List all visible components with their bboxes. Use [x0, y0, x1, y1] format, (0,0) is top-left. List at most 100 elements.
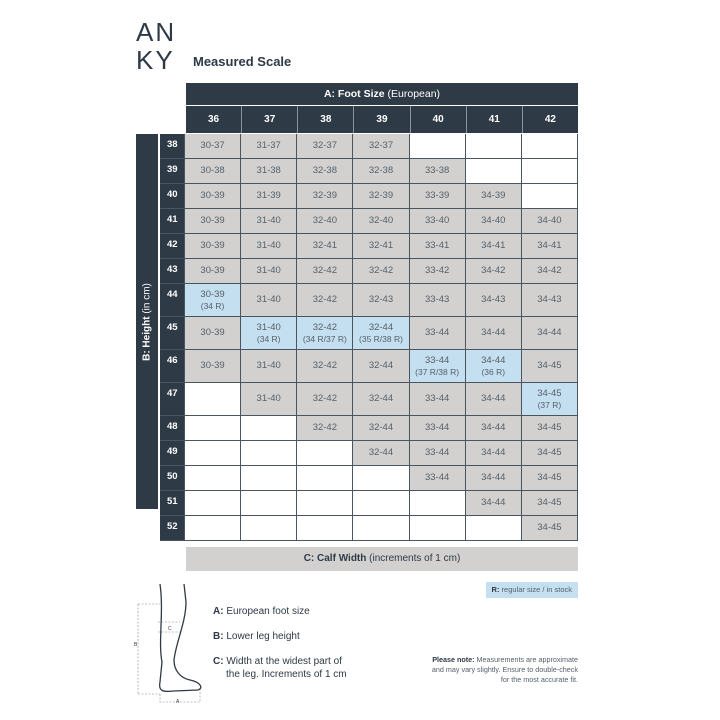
- height-header-rest: (in cm): [141, 282, 153, 316]
- cell-value: 30-39: [200, 190, 225, 201]
- page-title: Measured Scale: [193, 54, 292, 69]
- row-label: 40: [160, 184, 185, 208]
- size-cell: 32-44 (35 R/38 R): [353, 317, 410, 349]
- table-row: 51 34-44 34-45: [160, 491, 578, 516]
- size-cell: [241, 466, 298, 490]
- size-cell: 34-42: [465, 259, 522, 283]
- size-cell: 33-43: [409, 284, 466, 316]
- cell-value: 32-37: [368, 140, 394, 151]
- size-cell: 31-40: [241, 383, 298, 415]
- size-cell: 34-45: [521, 441, 578, 465]
- size-cell: 34-44 (36 R): [465, 350, 522, 382]
- cell-value: 34-44: [481, 327, 506, 338]
- cell-value: 31-40: [256, 321, 281, 333]
- row-label: 48: [160, 416, 185, 440]
- table-row: 43 30-39 31-40 32-42 32-42 33-42 34-42 34-42: [160, 259, 578, 284]
- row-label: 51: [160, 491, 185, 515]
- row-label: 47: [160, 383, 185, 415]
- size-cell: 32-39: [297, 184, 354, 208]
- size-cell: [465, 516, 522, 540]
- cell-value: 34-45: [537, 472, 562, 483]
- size-cell: 34-44: [465, 441, 522, 465]
- size-cell: 34-40: [521, 209, 578, 233]
- cell-value: 34-43: [481, 294, 506, 305]
- size-cell: 31-40: [241, 209, 298, 233]
- size-cell: 33-44: [409, 317, 466, 349]
- size-cell: 30-39: [185, 184, 242, 208]
- size-cell: [185, 441, 242, 465]
- size-cell: 34-41: [465, 234, 522, 258]
- cell-value: 34-42: [537, 265, 562, 276]
- column-header: 41: [465, 106, 522, 133]
- cell-value: 32-44: [368, 447, 394, 458]
- cell-value: 33-39: [424, 190, 450, 201]
- legend-a-text: European foot size: [223, 606, 310, 617]
- logo-line-2: KY: [136, 45, 175, 75]
- size-cell: 32-41: [297, 234, 354, 258]
- row-label: 38: [160, 134, 185, 158]
- size-cell: [241, 516, 298, 540]
- size-cell: 31-40 (34 R): [241, 317, 298, 349]
- leg-diagram: A B C: [134, 583, 202, 704]
- cell-value: 34-43: [537, 294, 562, 305]
- size-cell: 32-38: [297, 159, 354, 183]
- size-cell: 34-39: [465, 184, 522, 208]
- cell-value: 33-42: [424, 265, 450, 276]
- cell-value: 33-41: [424, 240, 450, 251]
- cell-value: 31-39: [256, 190, 281, 201]
- anky-logo: AN KY: [136, 18, 176, 74]
- cell-value: 34-44: [481, 447, 506, 458]
- cell-value: 32-41: [368, 240, 394, 251]
- size-cell: 33-44: [409, 466, 466, 490]
- cell-value: 32-39: [312, 190, 337, 201]
- cell-value: 32-40: [312, 215, 337, 226]
- size-cell: 30-39: [185, 234, 242, 258]
- size-cell: 32-37: [353, 134, 410, 158]
- size-cell: 33-39: [409, 184, 466, 208]
- legend-c-text-2: the leg. Increments of 1 cm: [226, 669, 347, 680]
- size-cell: 32-42: [297, 416, 354, 440]
- cell-value: 32-44: [368, 422, 394, 433]
- cell-value: 32-43: [368, 294, 394, 305]
- size-cell: [297, 441, 354, 465]
- cell-value: 33-38: [424, 165, 450, 176]
- foot-size-header-rest: (European): [384, 88, 441, 100]
- cell-value: 30-39: [200, 240, 225, 251]
- size-cell: [185, 466, 242, 490]
- cell-value: 32-42: [368, 265, 394, 276]
- size-cell: [521, 184, 578, 208]
- cell-value: 30-39: [200, 215, 225, 226]
- foot-size-columns: 36 37 38 39 40 41 42: [186, 106, 578, 133]
- size-cell: 32-44: [353, 383, 410, 415]
- size-cell: 30-39: [185, 350, 242, 382]
- size-cell: [297, 516, 354, 540]
- regular-size-key: R: regular size / in stock: [485, 582, 578, 598]
- cell-value: 31-40: [256, 294, 281, 305]
- size-cell: 33-40: [409, 209, 466, 233]
- legend-a: A: European foot size: [213, 605, 310, 618]
- table-row: 46 30-39 31-40 32-42 32-44 33-44 (37 R/38 R) 34…: [160, 350, 578, 383]
- cell-value: 33-44: [424, 422, 450, 433]
- cell-value: 32-42: [312, 360, 337, 371]
- cell-value: 34-44: [481, 497, 506, 508]
- size-cell: 34-41: [521, 234, 578, 258]
- cell-value: 33-40: [424, 215, 450, 226]
- cell-value: 32-38: [312, 165, 337, 176]
- column-header: 38: [297, 106, 354, 133]
- cell-value: 32-40: [368, 215, 394, 226]
- size-cell: 34-45 (37 R): [521, 383, 578, 415]
- cell-value: 33-43: [424, 294, 450, 305]
- size-cell: 31-40: [241, 234, 298, 258]
- table-row: 48 32-42 32-44 33-44 34-44 34-45: [160, 416, 578, 441]
- table-row: 52 34-45: [160, 516, 578, 541]
- row-label: 44: [160, 284, 185, 316]
- cell-value: 34-45: [537, 422, 562, 433]
- cell-value: 30-39: [200, 265, 225, 276]
- cell-value: 34-42: [481, 265, 506, 276]
- size-cell: [185, 383, 242, 415]
- cell-value: 32-44: [368, 321, 394, 333]
- size-cell: 30-39: [185, 259, 242, 283]
- size-cell: 32-42 (34 R/37 R): [297, 317, 354, 349]
- size-cell: [241, 491, 298, 515]
- size-cell: [185, 491, 242, 515]
